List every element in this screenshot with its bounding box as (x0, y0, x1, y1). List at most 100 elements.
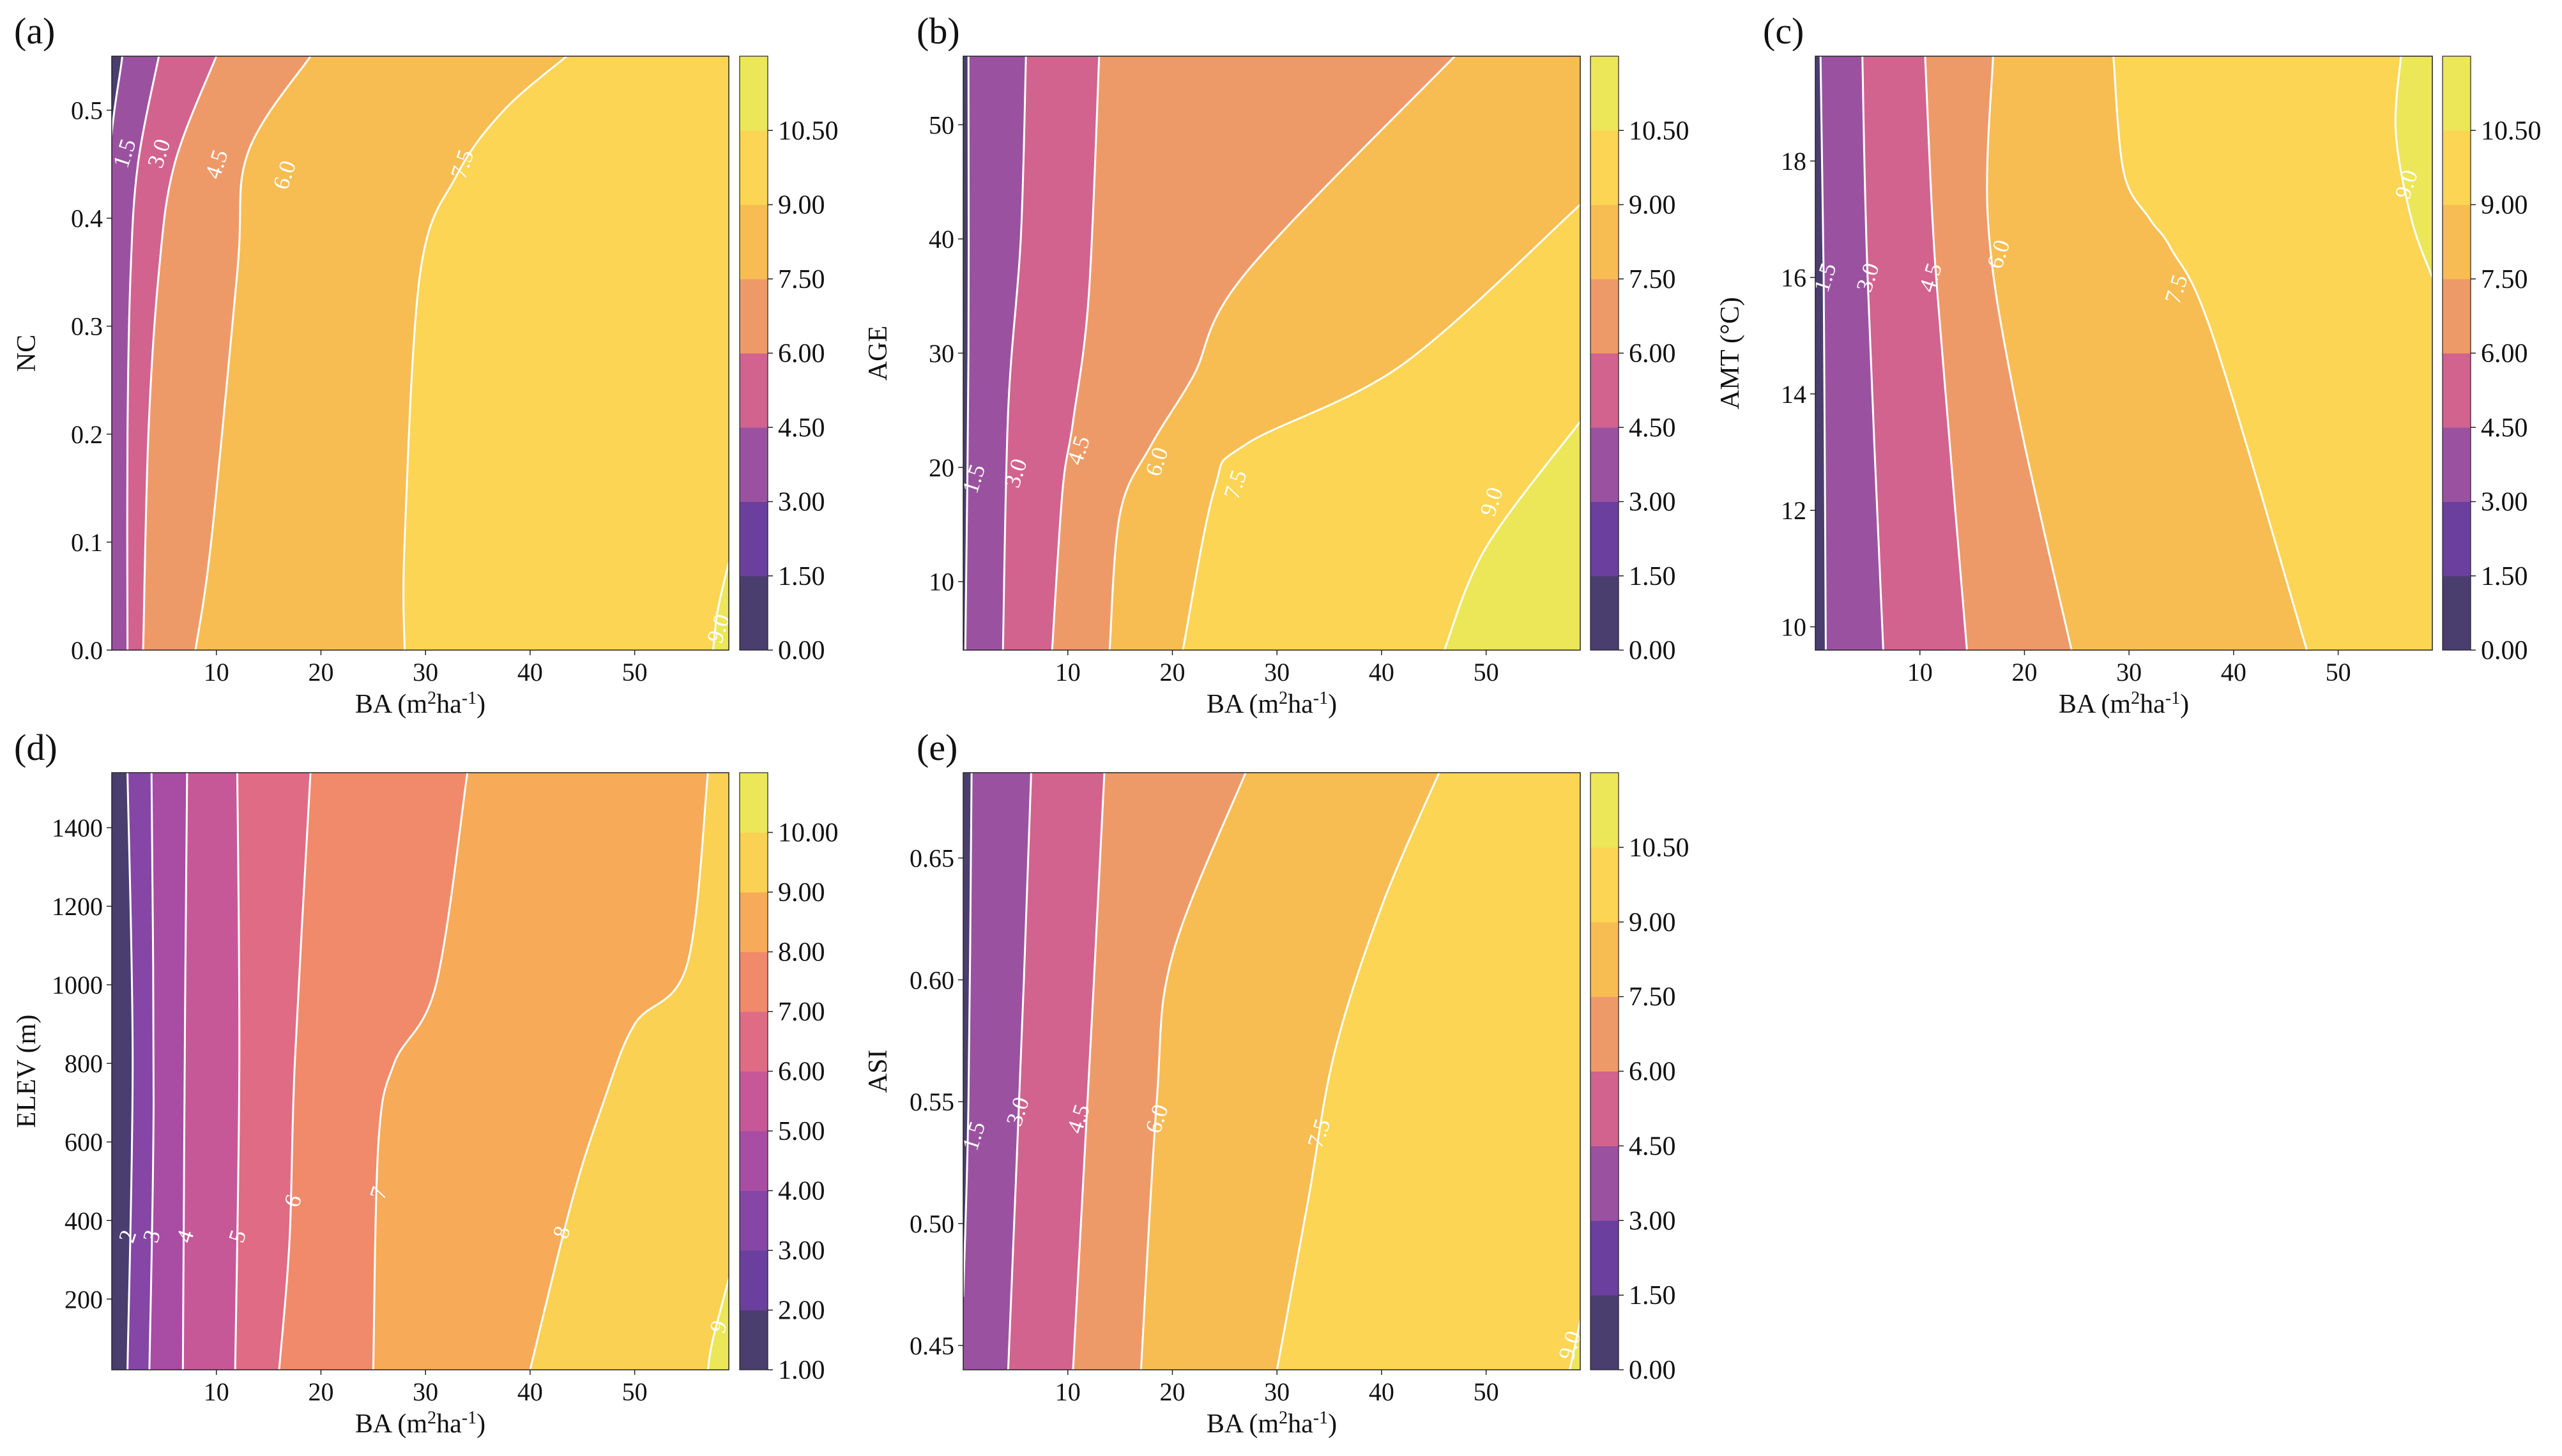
colorbar-tick-label: 1.00 (778, 1356, 825, 1385)
colorbar-tick-label: 0.00 (778, 636, 825, 665)
colorbar-segment (740, 278, 768, 354)
colorbar: 0.00 1.50 3.00 4.50 6.00 7.50 9.00 10.50 (739, 56, 839, 665)
colorbar-tick-label: 9.00 (778, 878, 825, 907)
contour-line-7 (372, 773, 469, 1370)
y-tick-label: 50 (929, 110, 954, 139)
panel-e: 1.53.0 4.5 6.0 7.59.0 10 20 30 40 50 0.45 0.50 0.55… (864, 727, 1689, 1439)
colorbar-segment (740, 773, 768, 833)
x-tick-label: 20 (1159, 1377, 1185, 1406)
axes-frame (1815, 56, 2433, 651)
colorbar-segment (2443, 278, 2471, 354)
colorbar-tick-label: 1.50 (2481, 562, 2528, 591)
contour-line-6.0 (1108, 56, 1456, 650)
y-tick-label: 1200 (52, 892, 103, 921)
contour-line-1.5 (1819, 56, 1827, 650)
colorbar-segment (2443, 427, 2471, 502)
y-tick-label: 0.4 (71, 204, 103, 233)
contour-line-7.5 (1276, 773, 1440, 1370)
colorbar-segment (1590, 1295, 1619, 1370)
contour-line-6.0 (194, 56, 312, 650)
colorbar-tick-label: 3.00 (2481, 488, 2528, 517)
x-tick-label: 50 (622, 658, 648, 686)
x-tick-label: 10 (1907, 658, 1933, 686)
y-tick-label: 12 (1781, 496, 1806, 525)
colorbar-segment (2443, 204, 2471, 280)
colorbar-tick-label: 7.50 (778, 265, 825, 294)
colorbar-segment (740, 832, 768, 893)
colorbar-segment (740, 1190, 768, 1251)
x-tick-label: 30 (1264, 1377, 1290, 1406)
colorbar-segment (740, 1250, 768, 1310)
colorbar-tick-label: 0.00 (1629, 1356, 1676, 1385)
y-tick-label: 10 (1781, 613, 1806, 642)
contour-region-7.5 (1277, 773, 1580, 1370)
colorbar-tick-label: 5.00 (778, 1117, 825, 1146)
y-tick-label: 0.1 (71, 528, 103, 557)
panel-d: 23 4 56 789 10 20 30 40 50 200 400 600 800 1000 1200 14… (12, 727, 839, 1439)
colorbar-tick-label: 1.50 (1629, 1281, 1676, 1310)
y-tick-label: 0.45 (910, 1331, 954, 1360)
colorbar-segment (2443, 501, 2471, 577)
contour-line-9.0 (712, 559, 729, 650)
colorbar-tick-label: 3.00 (778, 1236, 825, 1266)
colorbar-segment (2443, 353, 2471, 428)
x-tick-label: 40 (517, 1377, 543, 1406)
colorbar-segment (740, 892, 768, 952)
x-tick-label: 30 (413, 1377, 438, 1406)
y-tick-label: 0.0 (71, 636, 103, 665)
y-tick-label: 10 (929, 568, 954, 596)
colorbar-segment (1590, 427, 1619, 502)
y-tick-label: 0.55 (910, 1088, 954, 1116)
colorbar-tick-label: 10.00 (778, 819, 839, 848)
y-tick-label: 0.3 (71, 312, 103, 341)
x-tick-label: 50 (622, 1377, 648, 1406)
y-tick-label: 1400 (52, 814, 103, 842)
colorbar-segment (740, 1012, 768, 1072)
contour-line-1.5 (963, 773, 973, 1297)
colorbar-tick-label: 4.50 (1629, 1132, 1676, 1161)
colorbar-segment (740, 952, 768, 1012)
contour-line-9.0 (2394, 56, 2432, 278)
panel-c: 1.5 3.0 4.56.07.59.0 10 20 30 40 50 10 12 14 16 18 BA… (1716, 10, 2542, 719)
x-tick-label: 10 (204, 658, 229, 686)
contour-line-6.0 (1986, 56, 2073, 650)
x-axis-label: BA (m2ha-1) (1207, 1408, 1337, 1439)
colorbar-segment (1590, 501, 1619, 577)
y-tick-label: 0.65 (910, 844, 954, 873)
colorbar-tick-label: 4.00 (778, 1177, 825, 1206)
colorbar-segment (740, 1310, 768, 1370)
contour-line-4.5 (1924, 56, 1968, 650)
contour-line-4 (181, 773, 188, 1370)
y-tick-label: 600 (65, 1128, 103, 1156)
colorbar-segment (1590, 1146, 1619, 1221)
y-tick-label: 0.2 (71, 420, 103, 449)
contour-region-9.0 (2395, 56, 2432, 278)
colorbar-tick-label: 10.50 (1629, 833, 1689, 863)
colorbar-tick-label: 1.50 (778, 562, 825, 591)
contour-region-7.5 (2113, 56, 2432, 650)
colorbar-tick-label: 2.00 (778, 1296, 825, 1326)
contour-line-9.0 (1569, 1316, 1580, 1370)
y-tick-label: 200 (65, 1285, 103, 1314)
colorbar-tick-label: 10.50 (1629, 116, 1689, 146)
contour-line-3.0 (1002, 56, 1027, 650)
colorbar-segment (1590, 353, 1619, 428)
y-tick-label: 800 (65, 1049, 103, 1078)
colorbar-segment (1590, 130, 1619, 205)
x-tick-label: 40 (1369, 658, 1394, 686)
contour-line-8 (529, 773, 709, 1370)
axes-frame (111, 772, 729, 1370)
colorbar-tick-label: 6.00 (778, 1058, 825, 1087)
colorbar-tick-label: 7.50 (1629, 983, 1676, 1012)
panel-label: (e) (917, 727, 957, 768)
colorbar-tick-label: 9.00 (2481, 191, 2528, 220)
colorbar-tick-label: 10.50 (2481, 116, 2542, 146)
x-tick-label: 50 (1474, 1377, 1499, 1406)
colorbar-segment (2443, 130, 2471, 205)
colorbar-tick-label: 9.00 (1629, 191, 1676, 220)
contour-line-3 (148, 773, 155, 1370)
contour-line-9 (706, 1275, 729, 1370)
